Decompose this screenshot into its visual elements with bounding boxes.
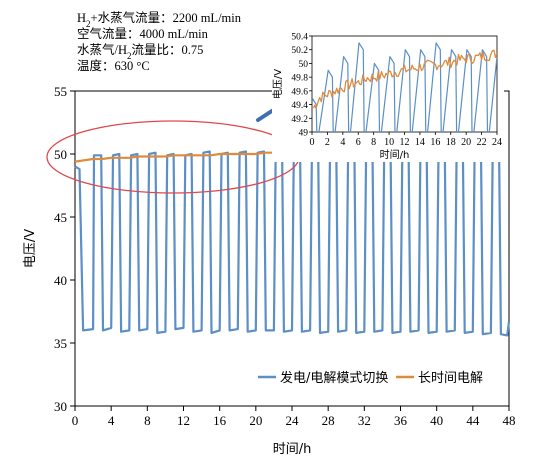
main-x-tick-label: 4: [108, 413, 115, 428]
inset-x-tick-label: 22: [477, 137, 487, 148]
inset-series-line-mode-switching: [312, 42, 497, 132]
inset-x-ticks: 0 2 4 6 8 10 12 14 16 18 20 22 24: [310, 132, 502, 148]
inset-y-tick-label: 50.4: [291, 33, 308, 43]
condition-line: 水蒸气/H2流量比：0.75: [77, 42, 203, 61]
inset-x-tick-label: 10: [384, 137, 394, 148]
inset-x-tick-label: 8: [371, 137, 376, 148]
main-x-tick-label: 12: [177, 413, 190, 428]
inset-y-tick-label: 50.2: [291, 46, 308, 56]
inset-series-line-long-electrolysis: [312, 49, 497, 109]
inset-x-tick-label: 2: [325, 137, 330, 148]
inset-x-tick-label: 14: [415, 137, 425, 148]
main-x-tick-label: 36: [394, 413, 408, 428]
inset-x-tick-label: 16: [430, 137, 440, 148]
main-y-tick-label: 35: [54, 336, 67, 351]
legend: 发电/电解模式切换 长时间电解: [258, 370, 483, 386]
main-x-tick-label: 24: [286, 413, 300, 428]
main-x-tick-label: 40: [430, 413, 443, 428]
main-x-tick-label: 20: [249, 413, 262, 428]
inset-x-tick-label: 20: [461, 137, 471, 148]
inset-series: [312, 42, 497, 132]
inset-x-tick-label: 0: [310, 137, 315, 148]
main-y-tick-label: 30: [54, 399, 67, 414]
inset-x-tick-label: 4: [340, 137, 345, 148]
inset-y-tick-label: 49.4: [291, 101, 308, 111]
main-x-axis-label: 时间/h: [273, 442, 312, 457]
inset-x-tick-label: 12: [400, 137, 410, 148]
main-series: [74, 150, 511, 337]
inset-x-axis-label: 时间/h: [380, 148, 410, 161]
main-y-axis-label: 电压/V: [23, 229, 38, 268]
inset-y-tick-label: 49: [299, 129, 309, 139]
main-x-tick-label: 28: [322, 413, 335, 428]
condition-line: 空气流量：4000 mL/min: [77, 26, 209, 41]
main-x-tick-label: 0: [72, 413, 79, 428]
main-x-ticks: 0 4 8 12 16 20 24 28 32 36 40 44 48: [72, 406, 516, 428]
inset-x-tick-label: 24: [492, 137, 502, 148]
main-y-tick-label: 45: [54, 210, 67, 225]
main-y-ticks: 30 35 40 45 50 55: [54, 84, 75, 414]
inset-y-ticks: 49 49.2 49.4 49.6 49.8 50 50.2 50.4: [291, 33, 312, 139]
main-x-tick-label: 8: [144, 413, 151, 428]
series-line-long-electrolysis: [74, 151, 292, 163]
legend-label: 长时间电解: [418, 371, 483, 386]
inset-y-tick-label: 50: [299, 60, 309, 70]
main-x-tick-label: 44: [466, 413, 480, 428]
inset-plot: 0 2 4 6 8 10 12 14 16 18 20 22 24 4949.249.449.649.8…: [271, 28, 504, 162]
main-x-tick-label: 16: [213, 413, 227, 428]
main-y-tick-label: 40: [54, 273, 67, 288]
legend-label: 发电/电解模式切换: [280, 370, 388, 386]
inset-y-axis-label: 电压/V: [271, 69, 284, 99]
condition-line: H2+水蒸气流量：2200 mL/min: [77, 10, 242, 29]
main-y-tick-label: 55: [54, 84, 67, 99]
main-x-tick-label: 32: [358, 413, 371, 428]
main-x-tick-label: 48: [503, 413, 516, 428]
inset-y-tick-label: 49.6: [291, 87, 308, 97]
main-y-tick-label: 50: [54, 147, 67, 162]
inset-x-tick-label: 18: [446, 137, 456, 148]
inset-x-tick-label: 6: [356, 137, 361, 148]
inset-background: [272, 28, 504, 162]
condition-line: 温度：630 °C: [77, 58, 150, 73]
inset-y-tick-label: 49.8: [291, 74, 308, 84]
inset-y-tick-label: 49.2: [291, 115, 308, 125]
series-line-mode-switching: [74, 150, 511, 337]
